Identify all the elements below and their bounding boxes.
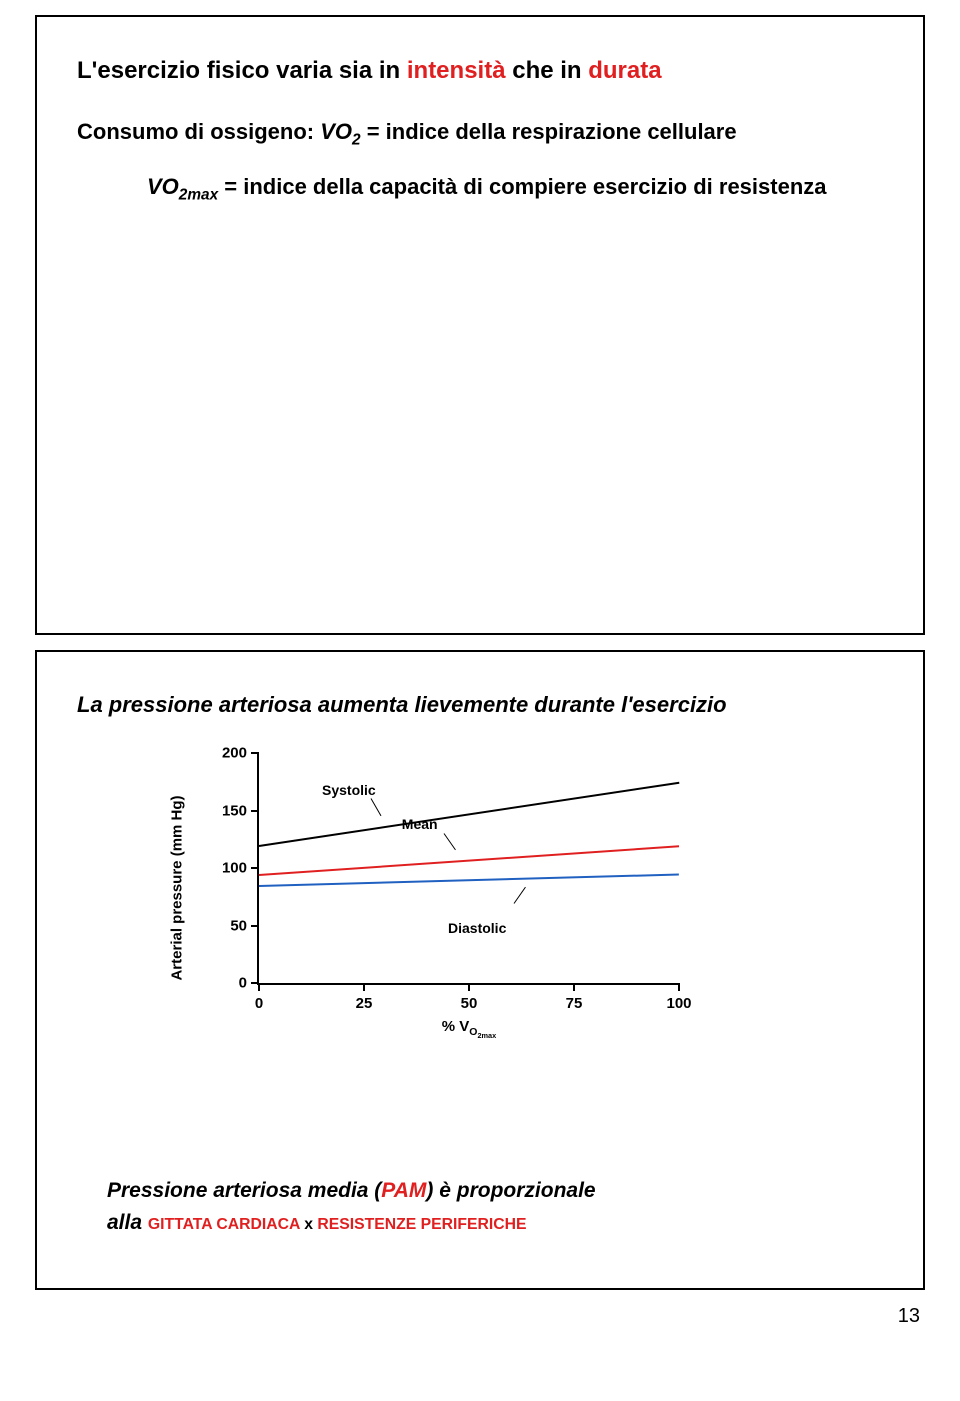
series-label: Mean bbox=[402, 816, 438, 832]
y-tick-label: 100 bbox=[222, 860, 247, 877]
slide2-footer: Pressione arteriosa media (PAM) è propor… bbox=[107, 1175, 596, 1238]
series-label: Diastolic bbox=[448, 920, 506, 936]
y-axis-label: Arterial pressure (mm Hg) bbox=[169, 795, 186, 980]
series-label: Systolic bbox=[322, 782, 376, 798]
slide-2: La pressione arteriosa aumenta lievement… bbox=[35, 650, 925, 1290]
slide1-line1: Consumo di ossigeno: VO2 = indice della … bbox=[77, 115, 883, 152]
y-tick-label: 150 bbox=[222, 802, 247, 819]
slide1-line2: VO2max = indice della capacità di compie… bbox=[147, 170, 883, 207]
page-number: 13 bbox=[0, 1305, 920, 1328]
slide1-title: L'esercizio fisico varia sia in intensit… bbox=[77, 57, 883, 85]
y-tick-label: 50 bbox=[230, 917, 247, 934]
x-tick-label: 75 bbox=[566, 995, 583, 1012]
series-line bbox=[259, 874, 679, 887]
x-tick-label: 0 bbox=[255, 995, 263, 1012]
x-axis-label: % VO2max bbox=[442, 1018, 496, 1040]
slide2-title: La pressione arteriosa aumenta lievement… bbox=[77, 692, 883, 718]
x-tick-label: 50 bbox=[461, 995, 478, 1012]
pressure-chart: Arterial pressure (mm Hg) % VO2max 05010… bbox=[197, 743, 717, 1033]
plot-area: % VO2max 0501001502000255075100SystolicM… bbox=[257, 753, 679, 985]
x-tick-label: 100 bbox=[666, 995, 691, 1012]
y-tick-label: 0 bbox=[239, 975, 247, 992]
slide-1: L'esercizio fisico varia sia in intensit… bbox=[35, 15, 925, 635]
series-line bbox=[259, 845, 679, 876]
y-tick-label: 200 bbox=[222, 745, 247, 762]
x-tick-label: 25 bbox=[356, 995, 373, 1012]
